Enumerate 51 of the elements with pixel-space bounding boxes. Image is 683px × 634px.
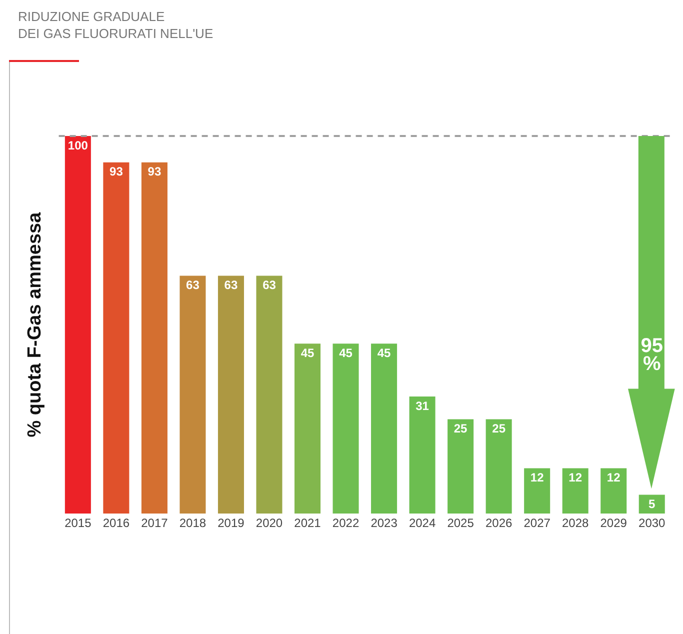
x-tick-label: 2025 [447,516,474,530]
x-tick-label: 2021 [294,516,322,530]
bar [448,419,474,514]
chart-title: RIDUZIONE GRADUALE DEI GAS FLUORURATI NELL'UE [18,8,214,42]
data-label: 93 [110,164,124,179]
bar [562,468,588,514]
data-label: 45 [377,346,392,360]
data-label: 63 [262,278,276,292]
x-tick-label: 2022 [332,516,360,530]
bar [638,494,665,514]
bar [294,344,321,514]
x-tick-label: 2030 [638,516,666,530]
data-label: 25 [492,422,506,436]
bar [524,468,550,514]
bar [141,162,168,514]
x-tick-label: 2024 [408,516,436,530]
data-label: 12 [606,470,621,485]
x-tick-label: 2016 [102,516,130,530]
x-tick-label: 2015 [64,516,92,530]
bar [64,136,91,514]
bar [371,344,398,514]
data-label: 45 [339,346,353,360]
x-tick-label: 2019 [218,516,245,530]
bar [218,276,244,514]
data-label: 25 [454,422,468,436]
bar [332,344,359,514]
x-tick-label: 2017 [141,516,168,530]
x-tick-label: 2023 [370,516,398,530]
data-label: 45 [300,346,314,360]
x-tick-label: 2029 [600,516,628,530]
bar [409,396,436,514]
bar [600,468,627,514]
data-label: 31 [416,398,430,413]
x-tick-label: 2027 [524,516,551,530]
x-tick-label: 2028 [562,516,590,530]
bar [180,276,206,514]
bar [486,419,512,514]
bar [256,276,282,514]
data-label: 12 [530,470,544,485]
x-tick-label: 2020 [256,516,283,530]
data-label: 93 [148,164,162,179]
annotation: 95 % [640,335,664,376]
data-label: 12 [568,470,582,485]
data-label: 63 [186,278,200,292]
x-tick-label: 2018 [179,516,206,530]
data-label: 100 [68,138,88,152]
y-axis-title: % quota F-Gas ammessa [24,212,46,438]
x-tick-label: 2026 [485,516,512,530]
data-label: 63 [224,278,238,292]
data-label: 5 [648,497,656,512]
bar [103,162,130,514]
